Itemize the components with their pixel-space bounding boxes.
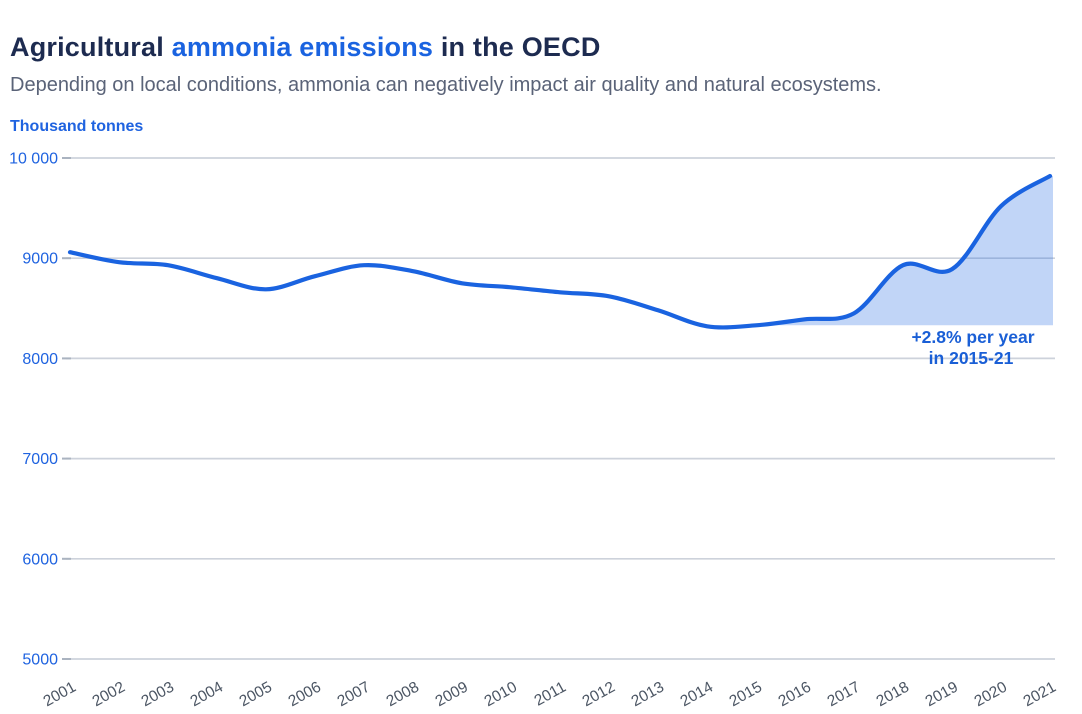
highlight-area-2015-21 [756, 176, 1053, 326]
page-subtitle: Depending on local conditions, ammonia c… [10, 74, 882, 96]
x-tick-label: 2008 [384, 679, 422, 711]
x-tick-label: 2011 [532, 679, 569, 710]
y-tick-label: 8000 [22, 351, 58, 368]
x-tick-label: 2016 [776, 679, 814, 711]
emissions-line [67, 173, 1053, 330]
y-tick-label: 5000 [22, 652, 58, 669]
x-tick-label: 2002 [90, 679, 128, 711]
title-prefix: Agricultural [10, 32, 172, 63]
growth-annotation-line2: in 2015-21 [929, 348, 1014, 368]
y-tick-label: 9000 [22, 251, 58, 268]
x-tick-label: 2006 [286, 679, 324, 711]
title-highlight: ammonia emissions [171, 32, 434, 63]
x-tick-label: 2018 [874, 679, 912, 711]
x-tick-label: 2004 [188, 678, 227, 710]
x-tick-label: 2003 [139, 679, 177, 711]
y-tick-label: 10 000 [9, 151, 58, 168]
y-tick-label: 7000 [22, 451, 58, 468]
x-tick-label: 2013 [629, 679, 667, 711]
x-tick-label: 2015 [727, 679, 765, 711]
x-tick-label: 2020 [972, 678, 1011, 710]
x-tick-label: 2019 [923, 679, 961, 711]
y-tick-label: 6000 [22, 551, 58, 568]
x-tick-label: 2012 [580, 679, 618, 711]
x-tick-label: 2010 [482, 678, 521, 710]
x-tick-label: 2017 [825, 679, 863, 711]
x-tick-label: 2001 [41, 679, 79, 711]
x-tick-label: 2014 [678, 678, 717, 710]
title-suffix: in the OECD [433, 32, 601, 63]
page-title: Agricultural ammonia emissions in the OE… [10, 32, 601, 63]
x-tick-label: 2005 [237, 679, 275, 711]
y-axis-title: Thousand tonnes [10, 118, 144, 135]
x-tick-label: 2007 [335, 679, 373, 711]
x-tick-label: 2009 [433, 679, 471, 711]
x-tick-label: 2021 [1021, 679, 1059, 711]
growth-annotation-line1: +2.8% per year [911, 327, 1034, 347]
